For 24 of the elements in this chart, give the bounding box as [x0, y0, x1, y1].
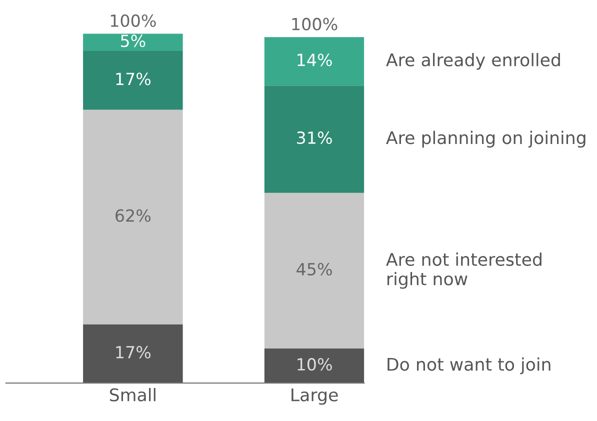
data-label: 10%: [298, 358, 332, 371]
series-label: Are already enrolled: [386, 52, 560, 70]
data-label: 31%: [297, 131, 332, 144]
x-tick-label: Small: [110, 388, 156, 402]
data-label: 62%: [116, 209, 151, 222]
data-label: 14%: [298, 54, 332, 66]
bar: [83, 50, 183, 110]
bar: [264, 192, 364, 349]
data-label: 5%: [120, 34, 146, 48]
bar: [264, 348, 364, 384]
bar: [264, 37, 364, 86]
bar: [264, 86, 364, 193]
bar: [83, 324, 183, 384]
series-label: Are not interested right now: [386, 252, 542, 289]
data-label: 17%: [116, 72, 151, 86]
total-label: 100%: [292, 18, 338, 30]
total-label: 100%: [110, 14, 156, 27]
x-tick-label: Large: [292, 388, 338, 405]
series-label: Do not want to join: [388, 357, 550, 374]
series-label: Are planning on joining: [386, 130, 586, 148]
bar: [83, 110, 183, 324]
data-label: 17%: [116, 346, 151, 359]
data-label: 45%: [296, 262, 332, 276]
bar: [83, 34, 183, 51]
